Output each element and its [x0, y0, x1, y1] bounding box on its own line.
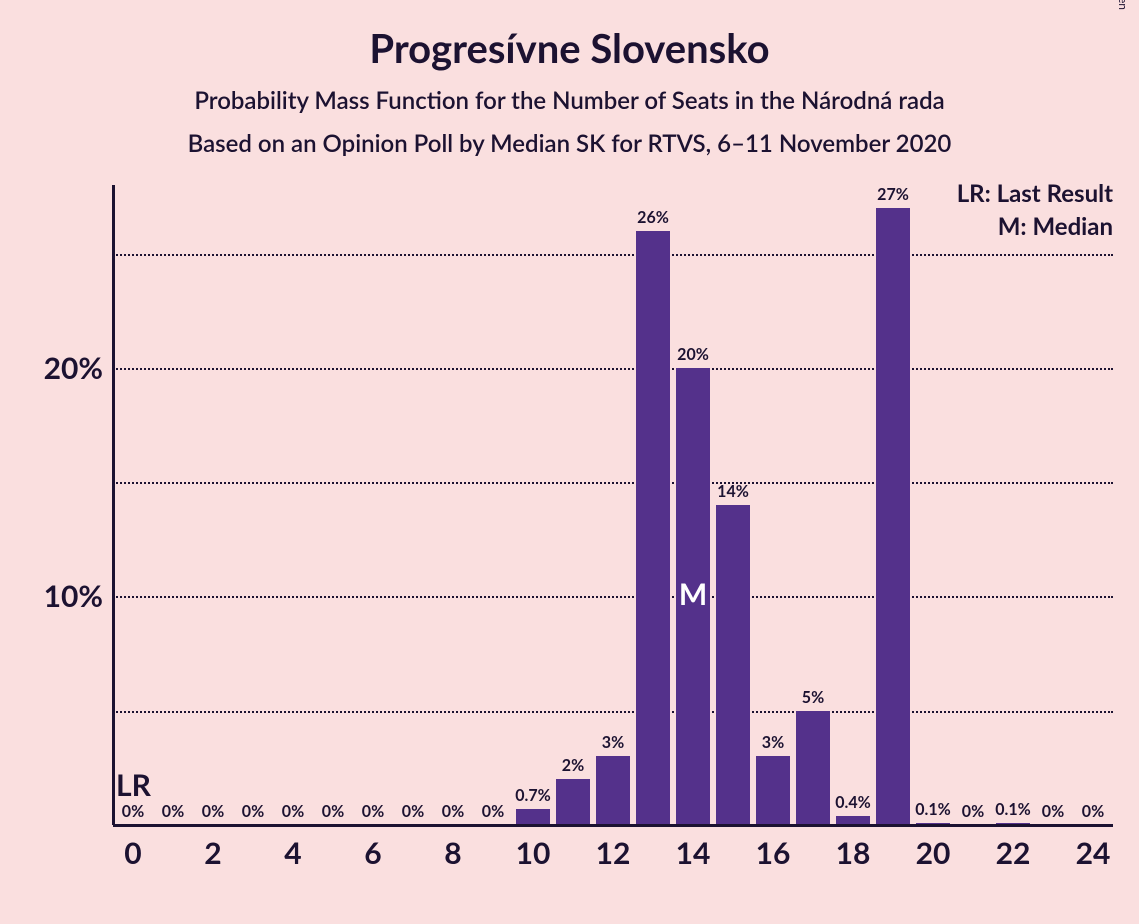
y-axis-label: 10%	[44, 578, 103, 614]
bar-value-label: 2%	[562, 756, 584, 775]
copyright-text: © 2020 Filip van Laenen	[1116, 0, 1131, 10]
bar-value-label: 0%	[242, 802, 264, 821]
x-axis-label: 0	[124, 835, 141, 871]
bar-value-label: 27%	[877, 185, 909, 204]
legend-m: M: Median	[957, 212, 1113, 241]
bar-value-label: 0%	[122, 802, 144, 821]
bar-value-label: 0%	[362, 802, 384, 821]
bar-value-label: 0%	[202, 802, 224, 821]
last-result-marker: LR	[116, 767, 151, 803]
x-axis-label: 24	[1076, 835, 1111, 871]
gridline	[113, 596, 1113, 598]
bar-value-label: 0%	[442, 802, 464, 821]
x-axis-label: 18	[836, 835, 871, 871]
bar: 2%	[556, 779, 590, 825]
bar-value-label: 26%	[637, 208, 669, 227]
chart-plot-area: 10%20%0%0%0%0%0%0%0%0%0%0%0.7%2%3%26%20%…	[113, 185, 1113, 825]
x-axis-label: 2	[204, 835, 221, 871]
chart-subtitle-2: Based on an Opinion Poll by Median SK fo…	[0, 129, 1139, 158]
x-axis-label: 10	[516, 835, 551, 871]
x-axis-label: 16	[756, 835, 791, 871]
bar-value-label: 14%	[717, 482, 749, 501]
gridline	[113, 368, 1113, 370]
bar-value-label: 0%	[1042, 802, 1064, 821]
chart-subtitle-1: Probability Mass Function for the Number…	[0, 86, 1139, 115]
x-axis-label: 6	[364, 835, 381, 871]
x-axis-label: 14	[676, 835, 711, 871]
bar-value-label: 20%	[677, 345, 709, 364]
legend: LR: Last Result M: Median	[957, 179, 1113, 241]
bar: 27%	[876, 208, 910, 825]
bar-value-label: 0%	[162, 802, 184, 821]
x-axis-label: 22	[996, 835, 1031, 871]
bar-value-label: 0.1%	[915, 800, 950, 819]
bar: 3%	[596, 756, 630, 825]
gridline	[113, 711, 1113, 713]
x-axis	[113, 824, 1113, 827]
bar-value-label: 0.4%	[835, 793, 870, 812]
chart-title: Progresívne Slovensko	[0, 0, 1139, 72]
bar: 26%	[636, 231, 670, 825]
bar-value-label: 0%	[322, 802, 344, 821]
bar-value-label: 5%	[802, 688, 824, 707]
gridline	[113, 254, 1113, 256]
bar-value-label: 0%	[482, 802, 504, 821]
bar-value-label: 0%	[282, 802, 304, 821]
bar-value-label: 3%	[762, 733, 784, 752]
median-marker: M	[679, 576, 707, 612]
bar: 5%	[796, 711, 830, 825]
bar-value-label: 0.1%	[995, 800, 1030, 819]
bar-value-label: 0%	[962, 802, 984, 821]
bar: 14%	[716, 505, 750, 825]
gridline	[113, 482, 1113, 484]
x-axis-label: 20	[916, 835, 951, 871]
bar-value-label: 0%	[1082, 802, 1104, 821]
legend-lr: LR: Last Result	[957, 179, 1113, 208]
bar: 0.7%	[516, 809, 550, 825]
bar: 3%	[756, 756, 790, 825]
x-axis-label: 8	[444, 835, 461, 871]
y-axis	[112, 185, 115, 825]
bar-value-label: 0%	[402, 802, 424, 821]
bar-value-label: 0.7%	[515, 786, 550, 805]
x-axis-label: 4	[284, 835, 301, 871]
x-axis-label: 12	[596, 835, 631, 871]
y-axis-label: 20%	[44, 350, 103, 386]
bar-value-label: 3%	[602, 733, 624, 752]
